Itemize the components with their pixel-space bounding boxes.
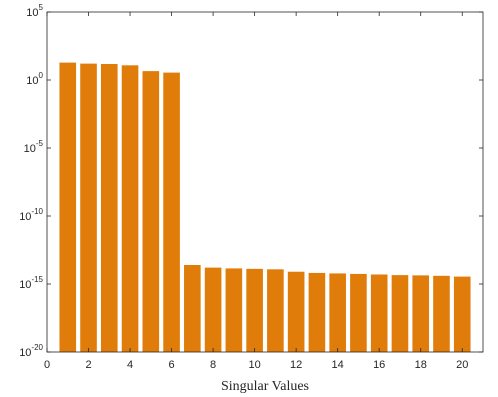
- bar-8: [204, 267, 222, 352]
- x-tick-label: 2: [85, 359, 91, 371]
- bar-9: [225, 268, 243, 352]
- y-tick-label: 100: [26, 71, 43, 87]
- bar-6: [163, 72, 180, 352]
- bar-18: [412, 275, 430, 352]
- ticks-group: 0 2 4 6 8 10 12 14 16 18 20 10-20 10-15 10-10 10-5 100 1…: [19, 3, 483, 371]
- y-tick-label: 10-20: [19, 343, 43, 359]
- bar-13: [308, 272, 326, 352]
- x-tick-label: 4: [127, 359, 133, 371]
- x-axis-label: Singular Values: [221, 379, 309, 394]
- bar-15: [350, 273, 367, 352]
- bar-10: [246, 268, 263, 352]
- bar-12: [287, 271, 305, 352]
- y-tick-label: 10-10: [19, 207, 43, 223]
- y-tick-label: 105: [26, 3, 43, 19]
- x-tick-label: 14: [332, 359, 344, 371]
- bar-5: [142, 71, 160, 353]
- x-tick-label: 8: [210, 359, 216, 371]
- y-tick-label: 10-5: [24, 139, 44, 155]
- bar-7: [184, 264, 201, 352]
- y-tick-label: 10-15: [19, 275, 43, 291]
- bar-20: [453, 276, 471, 352]
- x-tick-label: 16: [373, 359, 385, 371]
- x-tick-label: 20: [456, 359, 468, 371]
- x-tick-label: 6: [169, 359, 175, 371]
- bar-1: [59, 62, 77, 353]
- bar-16: [370, 274, 388, 352]
- bar-17: [391, 275, 409, 352]
- bar-2: [80, 63, 97, 353]
- bar-4: [121, 65, 139, 352]
- x-tick-label: 0: [44, 359, 50, 371]
- x-tick-label: 10: [248, 359, 260, 371]
- bar-3: [100, 64, 118, 352]
- plot-box: [46, 11, 484, 353]
- bar-11: [267, 269, 284, 352]
- x-tick-label: 12: [290, 359, 302, 371]
- bars-group: [59, 62, 471, 353]
- bar-14: [329, 273, 346, 352]
- bar-19: [433, 275, 450, 352]
- x-tick-label: 18: [415, 359, 427, 371]
